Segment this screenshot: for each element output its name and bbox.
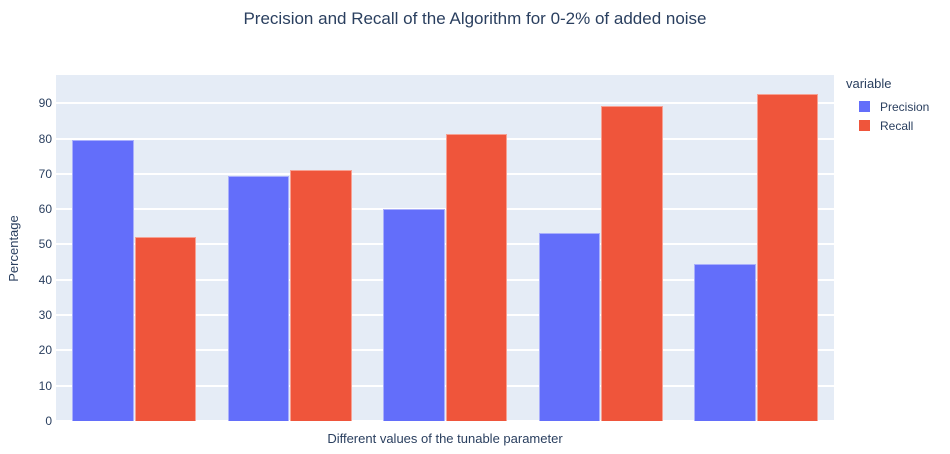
legend-title: variable xyxy=(846,76,892,91)
chart-title: Precision and Recall of the Algorithm fo… xyxy=(243,9,707,28)
bar-precision-3[interactable] xyxy=(383,208,445,421)
gridline-30 xyxy=(56,314,834,317)
plot-area xyxy=(56,75,834,422)
bar-precision-1[interactable] xyxy=(72,140,134,421)
y-tick-label-90: 90 xyxy=(38,96,52,111)
gridline-10 xyxy=(56,384,834,387)
legend-swatch-recall-icon xyxy=(859,120,870,131)
y-tick-label-50: 50 xyxy=(38,237,52,252)
y-tick-label-10: 10 xyxy=(38,378,52,393)
bar-recall-1[interactable] xyxy=(134,237,196,421)
gridline-0 xyxy=(56,420,834,422)
bar-group-1 xyxy=(72,75,196,421)
gridline-90 xyxy=(56,102,834,105)
x-axis-title: Different values of the tunable paramete… xyxy=(327,431,563,446)
bar-precision-5[interactable] xyxy=(694,263,756,421)
legend-label-precision: Precision xyxy=(880,99,930,114)
gridline-80 xyxy=(56,137,834,140)
bar-precision-4[interactable] xyxy=(538,233,601,421)
gridline-60 xyxy=(56,208,834,211)
bar-recall-4[interactable] xyxy=(601,106,663,421)
y-tick-label-0: 0 xyxy=(45,414,52,428)
bar-group-2 xyxy=(227,75,352,421)
legend-swatch-precision-icon xyxy=(859,101,870,112)
bar-recall-5[interactable] xyxy=(756,93,819,421)
bar-recall-3[interactable] xyxy=(445,133,508,421)
gridline-20 xyxy=(56,349,834,352)
gridline-70 xyxy=(56,172,834,175)
bar-group-3 xyxy=(383,75,508,421)
bar-precision-2[interactable] xyxy=(227,176,290,421)
legend-item-precision[interactable]: Precision xyxy=(846,97,929,116)
y-tick-label-60: 60 xyxy=(38,202,52,217)
gridline-50 xyxy=(56,243,834,246)
y-tick-label-80: 80 xyxy=(38,131,52,146)
legend-item-recall[interactable]: Recall xyxy=(846,116,929,135)
bar-group-5 xyxy=(694,75,819,421)
y-tick-label-20: 20 xyxy=(38,343,52,358)
gridline-40 xyxy=(56,278,834,281)
y-tick-label-30: 30 xyxy=(38,308,52,323)
y-tick-label-70: 70 xyxy=(38,166,52,181)
legend: variable Precision Recall xyxy=(846,76,929,135)
legend-label-recall: Recall xyxy=(880,118,914,133)
y-tick-label-40: 40 xyxy=(38,272,52,287)
bar-group-4 xyxy=(538,75,663,421)
y-axis-ticks: 0 10 20 30 40 50 60 70 80 90 xyxy=(0,75,52,428)
bar-recall-2[interactable] xyxy=(290,169,352,421)
